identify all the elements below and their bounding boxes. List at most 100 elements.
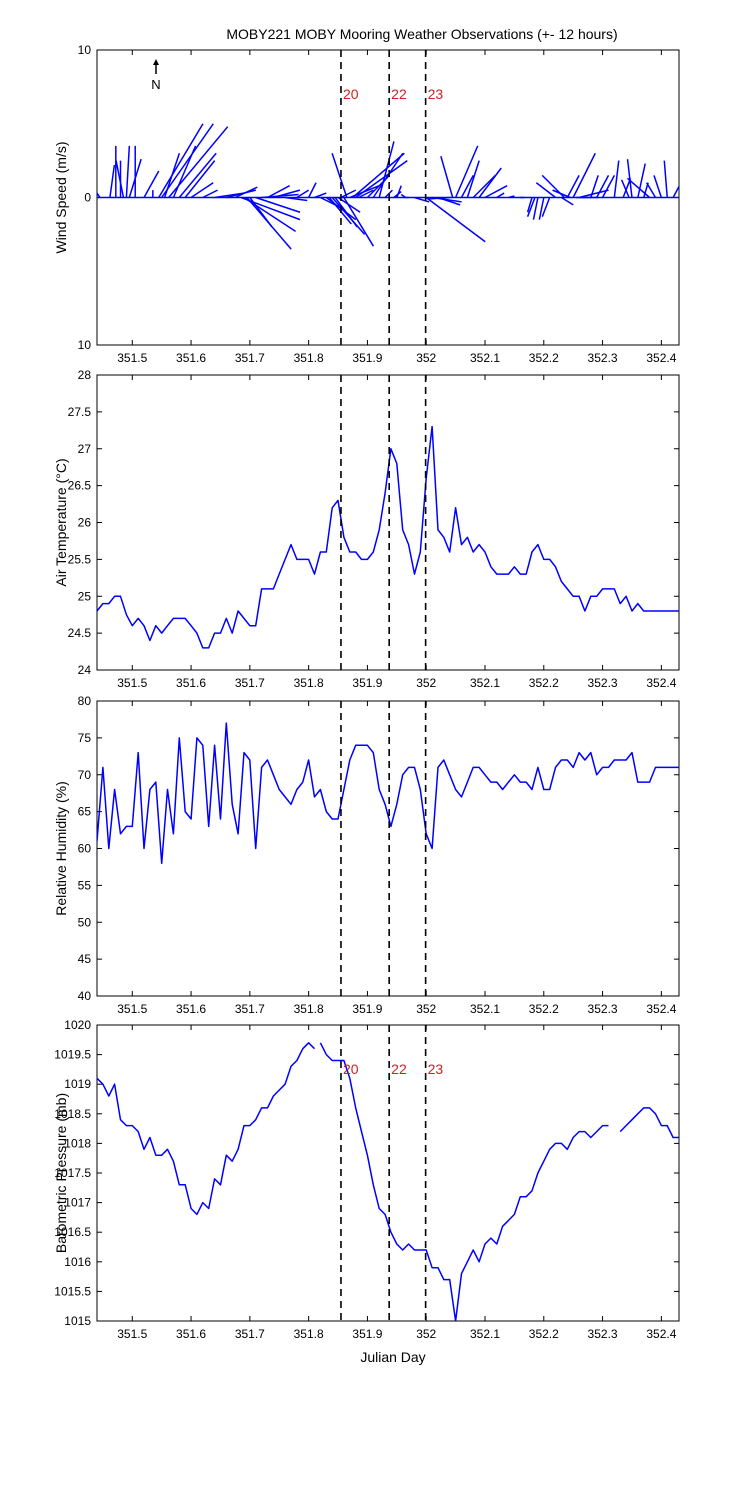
wind-vector bbox=[396, 185, 402, 198]
x-tick-label: 352 bbox=[416, 1327, 436, 1341]
marker-label-22: 22 bbox=[391, 1061, 407, 1077]
x-tick-label: 352.3 bbox=[588, 1002, 618, 1016]
chart-panel-4: 351.5 351.6 351.7 351.8 351.9 352 352.1 352.2 35… bbox=[53, 1018, 680, 1341]
wind-vector bbox=[414, 196, 430, 203]
x-tick-label: 351.8 bbox=[294, 1002, 324, 1016]
x-tick-label: 352 bbox=[416, 1002, 436, 1016]
wind-vector bbox=[296, 189, 310, 199]
wind-vector bbox=[331, 153, 348, 198]
y-tick-label: 27 bbox=[78, 442, 92, 456]
x-tick-label: 352.1 bbox=[470, 1327, 500, 1341]
wind-vector bbox=[578, 189, 609, 199]
x-tick-label: 352.1 bbox=[470, 351, 500, 365]
wind-vector bbox=[484, 185, 508, 199]
wind-vector bbox=[143, 170, 160, 198]
wind-vector bbox=[190, 182, 214, 199]
series-line-1 bbox=[97, 1042, 316, 1216]
marker-label-20: 20 bbox=[343, 1061, 359, 1077]
y-tick-label: 1019.5 bbox=[54, 1048, 91, 1062]
wind-vector bbox=[541, 197, 551, 217]
x-tick-label: 351.9 bbox=[352, 676, 382, 690]
chart-panel-2: 351.5 351.6 351.7 351.8 351.9 352 352.1 352.2 35… bbox=[53, 368, 680, 690]
wind-vector bbox=[645, 182, 657, 198]
y-axis-label: Air Temperature (°C) bbox=[53, 458, 69, 586]
y-tick-label: 65 bbox=[78, 805, 92, 819]
wind-vector bbox=[255, 196, 301, 213]
y-tick-label: 27.5 bbox=[68, 405, 92, 419]
x-tick-label: 352.4 bbox=[646, 1327, 676, 1341]
x-tick-label: 352.4 bbox=[646, 676, 676, 690]
x-tick-label: 351.8 bbox=[294, 351, 324, 365]
wind-vector bbox=[613, 160, 620, 198]
wind-vector bbox=[184, 160, 216, 198]
wind-vector bbox=[125, 145, 131, 198]
figure-title: MOBY221 MOBY Mooring Weather Observation… bbox=[226, 26, 617, 42]
north-arrow-head-icon bbox=[153, 59, 159, 65]
plot-frame bbox=[96, 700, 680, 997]
y-tick-label: 10 bbox=[78, 338, 92, 352]
wind-vector bbox=[358, 189, 374, 199]
x-tick-label: 352.2 bbox=[529, 676, 559, 690]
x-tick-label: 351.7 bbox=[235, 1002, 265, 1016]
wind-vector bbox=[161, 123, 214, 198]
wind-vector bbox=[234, 186, 258, 199]
x-tick-label: 352.3 bbox=[588, 1327, 618, 1341]
series-line-1 bbox=[97, 425, 679, 649]
series-line-2 bbox=[319, 1042, 609, 1321]
x-tick-label: 352.1 bbox=[470, 1002, 500, 1016]
y-tick-label: 45 bbox=[78, 952, 92, 966]
y-tick-label: 26.5 bbox=[68, 479, 92, 493]
y-tick-label: 60 bbox=[78, 842, 92, 856]
wind-vector bbox=[508, 195, 515, 199]
y-tick-label: 1019 bbox=[64, 1077, 91, 1091]
wind-vector bbox=[178, 152, 217, 198]
panels: 351.5 351.6 351.7 351.8 351.9 352 352.1 352.2 35… bbox=[53, 43, 680, 1341]
wind-vector bbox=[478, 167, 502, 198]
x-tick-label: 352.2 bbox=[529, 351, 559, 365]
y-tick-label: 24.5 bbox=[68, 626, 92, 640]
wind-vector bbox=[622, 178, 632, 198]
y-tick-label: 70 bbox=[78, 768, 92, 782]
wind-vector bbox=[378, 141, 395, 198]
wind-vector bbox=[653, 175, 663, 198]
wind-vector bbox=[454, 145, 479, 198]
y-axis-label: Barometric Pressure (mb) bbox=[53, 1093, 69, 1253]
wind-vector bbox=[620, 179, 630, 198]
y-tick-label: 28 bbox=[78, 368, 92, 382]
wind-vector bbox=[427, 196, 450, 200]
y-tick-label: 1018 bbox=[64, 1136, 91, 1150]
wind-vector bbox=[226, 189, 257, 199]
wind-vector bbox=[355, 160, 408, 199]
y-tick-label: 1015.5 bbox=[54, 1284, 91, 1298]
wind-vector bbox=[163, 153, 181, 198]
y-axis-label: Wind Speed (m/s) bbox=[53, 141, 69, 253]
wind-vector bbox=[384, 189, 393, 199]
wind-vector bbox=[538, 197, 545, 220]
x-tick-label: 351.6 bbox=[176, 676, 206, 690]
y-tick-label: 1020 bbox=[64, 1018, 91, 1032]
wind-vector bbox=[601, 175, 616, 198]
chart-panel-1: 351.5 351.6 351.7 351.8 351.9 352 352.1 352.2 35… bbox=[53, 43, 680, 365]
plot-area bbox=[97, 722, 679, 865]
x-tick-label: 351.6 bbox=[176, 1327, 206, 1341]
wind-vector bbox=[637, 163, 646, 198]
wind-vector bbox=[672, 184, 679, 198]
y-tick-label: 1016.5 bbox=[54, 1225, 91, 1239]
x-tick-label: 351.5 bbox=[117, 351, 147, 365]
wind-vector bbox=[472, 174, 496, 199]
wind-vector bbox=[249, 197, 273, 228]
marker-label-23: 23 bbox=[428, 1061, 444, 1077]
marker-label-22: 22 bbox=[391, 86, 407, 102]
wind-vector bbox=[596, 175, 610, 198]
wind-vector bbox=[372, 152, 404, 198]
y-tick-label: 25.5 bbox=[68, 552, 92, 566]
plot-frame bbox=[96, 1024, 680, 1322]
y-tick-label: 24 bbox=[78, 663, 92, 677]
marker-label-23: 23 bbox=[428, 86, 444, 102]
wind-vector bbox=[172, 145, 197, 198]
series-line-3 bbox=[619, 1107, 679, 1139]
x-tick-label: 351.5 bbox=[117, 1327, 147, 1341]
wind-vector bbox=[267, 185, 290, 199]
wind-vector bbox=[532, 197, 539, 220]
